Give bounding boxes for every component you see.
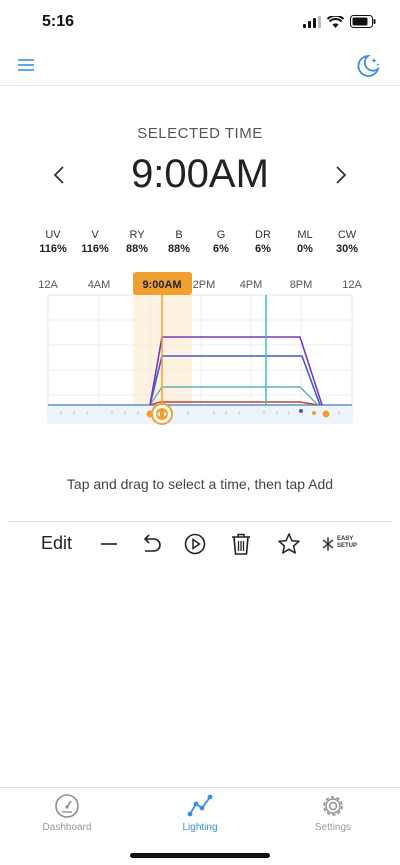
channel-value: 6%	[213, 243, 229, 255]
channel-value: 116%	[81, 243, 109, 255]
timeline-label: 4AM	[88, 279, 111, 291]
instruction-hint: Tap and drag to select a time, then tap …	[66, 476, 334, 492]
channel-value: 116%	[39, 243, 67, 255]
channel-b: B 88%	[158, 229, 200, 255]
status-time: 5:16	[42, 13, 75, 30]
easy-setup-label: EASY SETUP	[337, 536, 358, 549]
channel-cw: CW 30%	[326, 229, 368, 255]
tab-label: Dashboard	[42, 822, 92, 833]
home-indicator	[130, 853, 270, 858]
tab-label: Lighting	[182, 822, 218, 833]
timeline-label: 12A	[342, 279, 362, 291]
battery-icon	[350, 15, 376, 28]
play-preview-button[interactable]	[182, 531, 208, 557]
selected-time-tag-label: 9:00AM	[142, 279, 181, 291]
tab-label: Settings	[314, 822, 352, 833]
channel-curve-purple	[149, 336, 323, 406]
schedule-point[interactable]	[312, 411, 316, 415]
app-header	[0, 44, 400, 86]
channel-name: ML	[297, 229, 313, 241]
toolbar-divider	[8, 521, 392, 522]
status-icons	[303, 15, 376, 28]
next-time-button[interactable]	[328, 163, 352, 187]
timeline-label: 12A	[38, 279, 58, 291]
selected-time-label: SELECTED TIME	[137, 125, 263, 142]
channel-name: DR	[255, 229, 271, 241]
timeline-label: 2PM	[193, 279, 216, 291]
channel-g: G 6%	[200, 229, 242, 255]
bottom-tab-bar: Dashboard Lighting Settings	[0, 787, 400, 865]
channel-value: 88%	[167, 243, 191, 255]
channel-name: V	[91, 229, 99, 241]
delete-button[interactable]	[228, 531, 254, 557]
wand-sparkle-icon	[322, 537, 334, 551]
edit-button[interactable]: Edit	[41, 533, 73, 553]
schedule-graph[interactable]: 12A 4AM 2PM 4PM 8PM 12A	[0, 272, 400, 432]
status-bar: 5:16	[0, 0, 400, 44]
tab-settings[interactable]: Settings	[283, 792, 383, 833]
channel-values: UV 116% V 116% RY 88% B 88% G 6% DR 6% M…	[32, 229, 368, 255]
channel-v: V 116%	[74, 229, 116, 255]
channel-name: B	[175, 229, 183, 241]
favorite-star-icon[interactable]	[276, 531, 302, 557]
timeline-label: 8PM	[290, 279, 313, 291]
tab-dashboard[interactable]: Dashboard	[17, 792, 117, 833]
time-drag-handle[interactable]	[151, 403, 173, 425]
easy-setup-button[interactable]: EASY SETUP	[321, 531, 365, 557]
channel-value: 88%	[125, 243, 149, 255]
channel-uv: UV 116%	[32, 229, 74, 255]
schedule-point[interactable]	[299, 409, 303, 413]
schedule-point[interactable]	[322, 410, 330, 418]
channel-name: UV	[45, 229, 61, 241]
remove-point-button[interactable]	[96, 531, 122, 557]
channel-name: RY	[129, 229, 145, 241]
moon-stars-icon[interactable]	[354, 52, 382, 80]
channel-dr: DR 6%	[242, 229, 284, 255]
channel-name: G	[216, 229, 226, 241]
cellular-signal-icon	[303, 15, 321, 28]
gear-icon	[323, 796, 343, 816]
graph-icon	[187, 794, 213, 817]
undo-button[interactable]	[138, 531, 164, 557]
hamburger-menu-icon[interactable]	[16, 56, 36, 74]
channel-ml: ML 0%	[284, 229, 326, 255]
gauge-icon	[55, 794, 79, 818]
channel-value: 30%	[335, 243, 359, 255]
selected-time-tag[interactable]	[133, 272, 192, 295]
channel-curve-blue	[149, 355, 321, 406]
channel-name: CW	[337, 229, 357, 241]
timeline-label: 4PM	[240, 279, 263, 291]
schedule-toolbar: Edit EASY SETUP	[0, 527, 400, 561]
wifi-icon	[327, 15, 344, 28]
previous-time-button[interactable]	[48, 163, 72, 187]
channel-ry: RY 88%	[116, 229, 158, 255]
tab-lighting[interactable]: Lighting	[150, 792, 250, 833]
lighting-schedule-chart[interactable]: 12A 4AM 2PM 4PM 8PM 12A	[0, 272, 400, 432]
channel-value: 0%	[297, 243, 313, 255]
selected-time-value: 9:00AM	[131, 152, 269, 196]
channel-curve-red	[149, 401, 319, 406]
scrub-track[interactable]	[48, 406, 352, 423]
channel-curve-teal	[149, 386, 319, 406]
channel-value: 6%	[255, 243, 271, 255]
